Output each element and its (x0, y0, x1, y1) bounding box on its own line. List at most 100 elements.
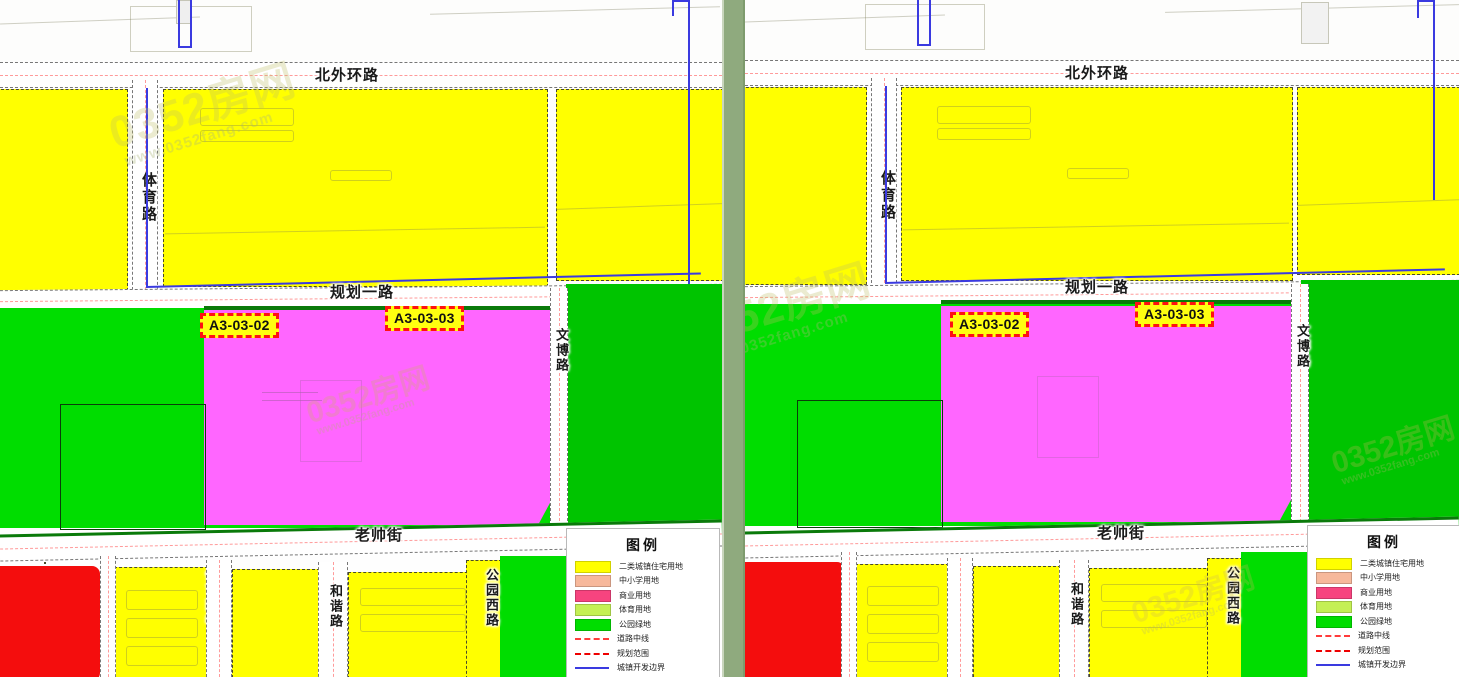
legend-swatch-7 (575, 649, 609, 659)
residential-parcel[interactable] (556, 89, 722, 281)
legend-label: 道路中线 (617, 634, 649, 643)
legend-label: 二类城镇住宅用地 (619, 561, 683, 571)
road-label-tiyu: 体育路 (140, 172, 157, 223)
road-label-planned-1: 规划一路 (330, 284, 395, 301)
road-wenbo[interactable] (1291, 284, 1309, 532)
legend-row: 体育用地 (575, 604, 713, 617)
legend-label: 商业用地 (1360, 587, 1392, 597)
road-label-park-west: 公园西路 (1225, 566, 1240, 626)
legend-label: 公园绿地 (1360, 616, 1392, 626)
building-footprint (867, 642, 939, 662)
building-footprint (126, 590, 198, 610)
commercial-parcel-magenta[interactable] (941, 306, 1293, 522)
building-footprint (300, 380, 362, 462)
residential-parcel[interactable] (232, 569, 320, 677)
legend-row: 公园绿地 (575, 618, 713, 631)
road-hexie[interactable] (1059, 560, 1089, 677)
park-green-parcel[interactable] (500, 556, 568, 677)
building-footprint (360, 588, 466, 606)
legend-label: 商业用地 (619, 590, 651, 600)
map-canvas-right[interactable]: 北外环路 体育路 规划一路 (745, 0, 1459, 677)
legend-swatch-1 (1316, 557, 1352, 570)
legend-label: 规划范围 (617, 648, 649, 658)
parcel-callout-a3-03-02[interactable]: A3-03-02 (950, 312, 1029, 337)
legend-label: 城镇开发边界 (1358, 660, 1406, 669)
map-panel-left[interactable]: 北外环路 体育路 (0, 0, 722, 677)
panel-divider (722, 0, 745, 677)
road-segment[interactable] (206, 560, 232, 677)
road-tiyu[interactable] (871, 78, 897, 288)
residential-parcel[interactable] (466, 560, 502, 677)
legend-row: 城镇开发边界 (575, 662, 713, 675)
legend-label: 体育用地 (1360, 602, 1392, 611)
road-label-wenbo: 文博路 (554, 328, 569, 373)
legend-swatch-6 (575, 634, 609, 644)
map-panel-right[interactable]: 北外环路 体育路 规划一路 (745, 0, 1459, 677)
road-label-north-outer-ring: 北外环路 (315, 67, 380, 84)
park-boundary (204, 306, 552, 310)
legend-label: 公园绿地 (619, 619, 651, 629)
road-label-north-outer-ring: 北外环路 (1065, 65, 1130, 82)
residential-parcel[interactable] (348, 572, 478, 677)
legend-row: 城镇开发边界 (1316, 659, 1454, 672)
legend-rows: 二类城镇住宅用地 中小学用地 商业用地 体育用地 公园绿地 道路中线 规划范围 城镇开发边界 (567, 560, 719, 677)
pale-block-top (745, 0, 1459, 60)
commercial-parcel-red[interactable] (745, 562, 845, 677)
building-footprint (867, 614, 939, 634)
building-footprint (937, 128, 1031, 140)
road-segment[interactable] (947, 558, 973, 677)
legend-row: 商业用地 (575, 589, 713, 602)
legend-rows: 二类城镇住宅用地中小学用地商业用地体育用地公园绿地道路中线 规划范围城镇开发边界 (1308, 557, 1459, 677)
map-canvas-left[interactable]: 北外环路 体育路 (0, 0, 722, 677)
road-wenbo[interactable] (550, 288, 568, 536)
legend-row: 规划范围 (1316, 644, 1454, 657)
residential-parcel[interactable] (901, 87, 1293, 281)
urban-boundary-line (688, 0, 690, 292)
building-footprint (200, 130, 294, 142)
residential-parcel[interactable] (1089, 568, 1221, 677)
urban-boundary-line (885, 86, 887, 282)
residential-parcel[interactable] (0, 89, 128, 296)
residential-parcel[interactable] (745, 87, 867, 285)
parcel-callout-a3-03-02[interactable]: A3-03-02 (200, 313, 279, 338)
road-label-laoshuai-street: 老帅街 (1097, 525, 1146, 542)
urban-boundary-line (178, 0, 180, 48)
road-label-tiyu: 体育路 (879, 170, 896, 221)
road-tiyu-south-lane[interactable] (100, 556, 116, 677)
parcel-outline (60, 404, 206, 530)
parcel-callout-a3-03-03[interactable]: A3-03-03 (1135, 302, 1214, 327)
park-green-parcel[interactable] (566, 284, 722, 534)
building-footprint (1301, 2, 1329, 44)
legend-row: 二类城镇住宅用地 (575, 560, 713, 573)
parcel-callout-a3-03-03[interactable]: A3-03-03 (385, 306, 464, 331)
residential-parcel[interactable] (1207, 558, 1243, 677)
residential-parcel[interactable] (163, 89, 548, 287)
road-hexie[interactable] (318, 562, 348, 677)
road-tiyu[interactable] (132, 80, 158, 295)
building-footprint (1067, 168, 1129, 179)
legend-label: 中小学用地 (1360, 573, 1400, 582)
building-footprint (126, 618, 198, 638)
park-green-parcel[interactable] (1301, 280, 1459, 532)
legend-row: 道路中线 (575, 633, 713, 646)
building-footprint (1101, 610, 1207, 628)
urban-boundary-line (146, 88, 148, 288)
commercial-parcel-red[interactable] (0, 566, 100, 677)
road-north-outer-ring[interactable] (745, 60, 1459, 86)
residential-parcel[interactable] (973, 566, 1061, 677)
urban-boundary-line (1433, 0, 1435, 200)
urban-boundary-line (178, 46, 192, 48)
urban-boundary-line (672, 0, 690, 2)
building-footprint (126, 646, 198, 666)
park-green-parcel[interactable] (1241, 552, 1311, 677)
road-tiyu-south-lane[interactable] (841, 552, 857, 677)
road-north-outer-ring[interactable] (0, 62, 722, 88)
park-boundary (941, 300, 1293, 304)
legend-row: 二类城镇住宅用地 (1316, 557, 1454, 570)
residential-parcel[interactable] (1297, 87, 1459, 275)
commercial-parcel-magenta[interactable] (204, 310, 552, 525)
road-label-wenbo: 文博路 (1295, 324, 1310, 369)
legend-swatch-8 (1316, 660, 1350, 670)
legend-row: 道路中线 (1316, 630, 1454, 643)
urban-boundary-line (917, 44, 931, 46)
